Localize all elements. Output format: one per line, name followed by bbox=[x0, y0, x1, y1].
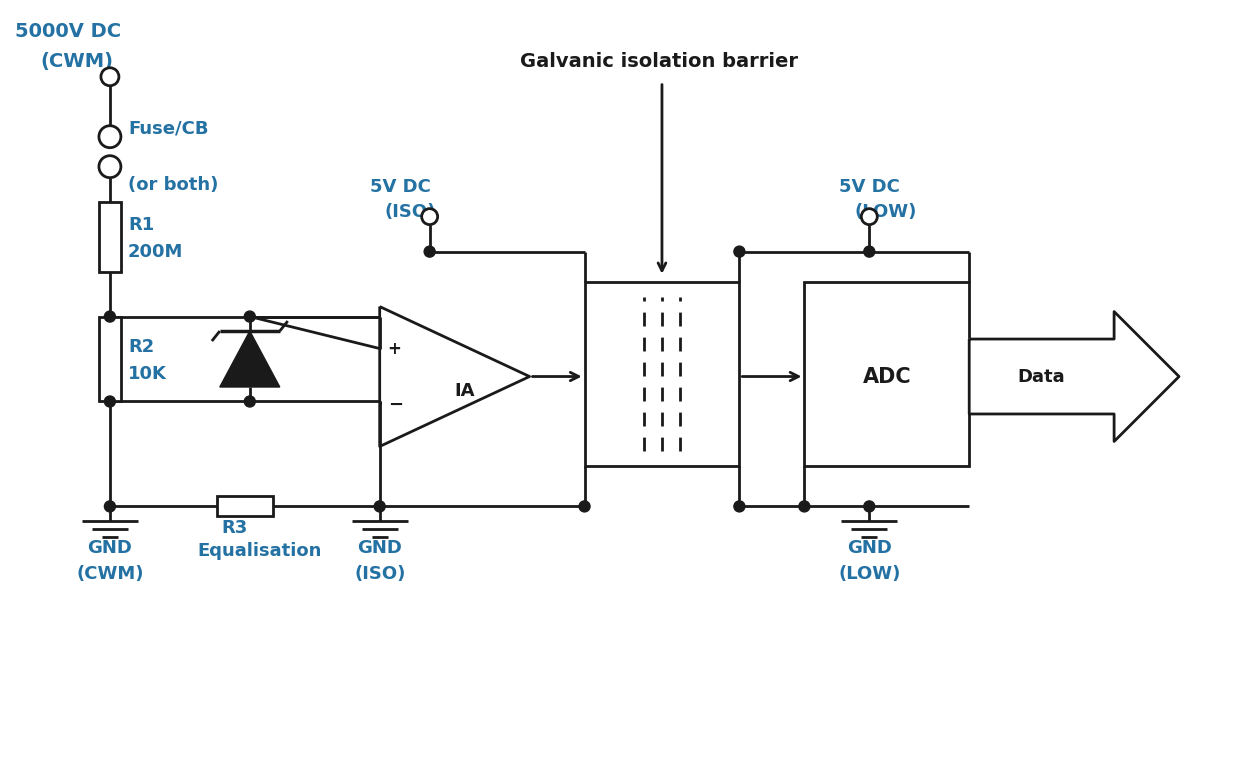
Circle shape bbox=[733, 246, 745, 257]
Text: Fuse/CB: Fuse/CB bbox=[128, 120, 208, 138]
Text: 5000V DC: 5000V DC bbox=[15, 22, 121, 41]
Circle shape bbox=[799, 501, 810, 512]
Text: GND: GND bbox=[88, 539, 133, 557]
Text: (LOW): (LOW) bbox=[838, 565, 901, 583]
Text: GND: GND bbox=[847, 539, 892, 557]
Circle shape bbox=[104, 396, 115, 407]
Text: −: − bbox=[388, 395, 403, 413]
Text: +: + bbox=[388, 340, 401, 358]
Text: (CWM): (CWM) bbox=[40, 52, 113, 70]
Text: Equalisation: Equalisation bbox=[197, 543, 322, 561]
Text: ADC: ADC bbox=[862, 366, 911, 387]
Circle shape bbox=[100, 68, 119, 86]
Text: R2: R2 bbox=[128, 338, 154, 356]
Text: (ISO): (ISO) bbox=[384, 203, 436, 221]
Circle shape bbox=[374, 501, 385, 512]
Circle shape bbox=[99, 126, 121, 148]
Circle shape bbox=[421, 208, 437, 225]
Text: R3: R3 bbox=[222, 519, 248, 537]
Circle shape bbox=[733, 501, 745, 512]
Text: (LOW): (LOW) bbox=[855, 203, 917, 221]
Circle shape bbox=[579, 501, 590, 512]
Text: 5V DC: 5V DC bbox=[839, 178, 901, 196]
Circle shape bbox=[244, 396, 255, 407]
Text: (CWM): (CWM) bbox=[76, 565, 144, 583]
Circle shape bbox=[864, 501, 875, 512]
Text: GND: GND bbox=[357, 539, 403, 557]
Circle shape bbox=[99, 156, 121, 178]
Text: (or both): (or both) bbox=[128, 175, 218, 193]
Bar bbox=[217, 496, 273, 517]
Text: R1: R1 bbox=[128, 215, 154, 233]
Text: Data: Data bbox=[1018, 367, 1066, 385]
Text: (ISO): (ISO) bbox=[354, 565, 405, 583]
Text: 10K: 10K bbox=[128, 365, 167, 383]
Circle shape bbox=[104, 311, 115, 322]
Circle shape bbox=[864, 246, 875, 257]
Bar bbox=[585, 282, 740, 467]
Circle shape bbox=[104, 501, 115, 512]
Bar bbox=[99, 202, 121, 272]
Circle shape bbox=[244, 311, 255, 322]
Circle shape bbox=[424, 246, 435, 257]
Polygon shape bbox=[969, 312, 1180, 442]
Text: 5V DC: 5V DC bbox=[369, 178, 431, 196]
Circle shape bbox=[861, 208, 877, 225]
Text: 200M: 200M bbox=[128, 243, 183, 261]
Bar bbox=[804, 282, 969, 467]
Bar bbox=[99, 316, 121, 402]
Text: Galvanic isolation barrier: Galvanic isolation barrier bbox=[520, 52, 798, 71]
Text: IA: IA bbox=[455, 383, 475, 400]
Polygon shape bbox=[219, 331, 280, 387]
